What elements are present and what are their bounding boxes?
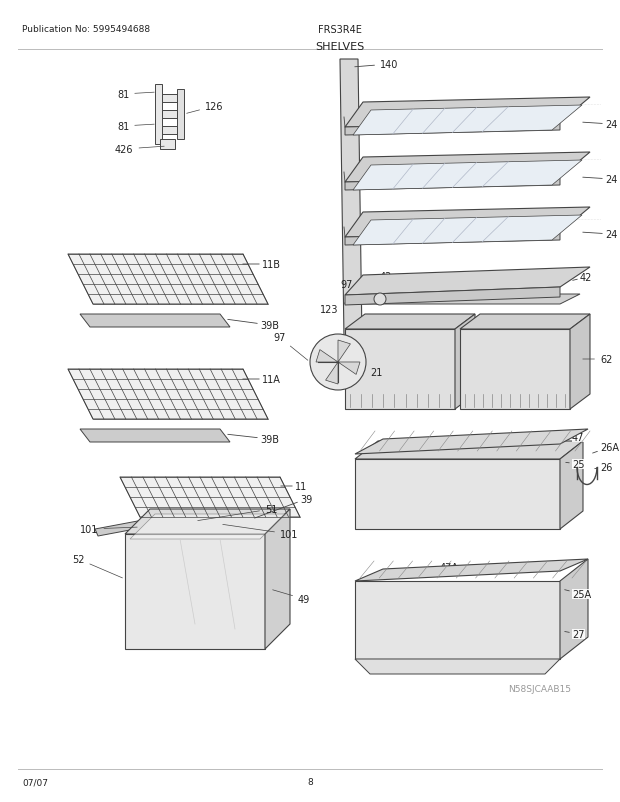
Polygon shape <box>162 95 177 103</box>
Text: 21: 21 <box>370 367 383 378</box>
Text: 426: 426 <box>115 145 164 155</box>
Polygon shape <box>345 268 590 296</box>
Polygon shape <box>160 140 175 150</box>
Polygon shape <box>353 216 582 245</box>
Polygon shape <box>155 85 162 145</box>
Polygon shape <box>338 341 350 363</box>
Polygon shape <box>345 208 590 237</box>
Polygon shape <box>177 90 184 140</box>
Text: 42: 42 <box>380 272 408 291</box>
Text: 126: 126 <box>187 102 223 114</box>
Polygon shape <box>345 233 560 245</box>
Polygon shape <box>80 429 230 443</box>
Text: 24: 24 <box>583 119 618 130</box>
Circle shape <box>310 334 366 391</box>
Polygon shape <box>80 314 230 327</box>
Polygon shape <box>560 559 588 659</box>
Text: 47A: 47A <box>433 562 459 573</box>
Polygon shape <box>355 559 588 581</box>
Polygon shape <box>130 514 285 539</box>
Polygon shape <box>326 363 338 384</box>
Text: 11A: 11A <box>243 375 281 384</box>
Polygon shape <box>162 111 177 119</box>
Polygon shape <box>340 60 362 339</box>
Text: 51: 51 <box>198 504 277 521</box>
Text: 25: 25 <box>566 460 585 469</box>
Polygon shape <box>345 98 590 128</box>
Text: 62: 62 <box>583 354 613 365</box>
Text: 26A: 26A <box>593 443 619 453</box>
Text: 39B: 39B <box>228 320 279 330</box>
Polygon shape <box>345 314 475 330</box>
Text: 97: 97 <box>273 333 308 361</box>
Text: 39: 39 <box>255 494 312 518</box>
Polygon shape <box>345 294 580 305</box>
Text: 24: 24 <box>583 229 618 240</box>
Text: 24: 24 <box>583 175 618 184</box>
Polygon shape <box>128 525 261 535</box>
Polygon shape <box>345 330 455 410</box>
Polygon shape <box>125 534 265 649</box>
Text: SHELVES: SHELVES <box>316 42 365 52</box>
Text: Publication No: 5995494688: Publication No: 5995494688 <box>22 26 150 34</box>
Text: 81: 81 <box>117 122 154 132</box>
Text: 97: 97 <box>340 280 371 298</box>
Polygon shape <box>355 460 560 529</box>
Polygon shape <box>162 127 177 135</box>
Polygon shape <box>353 160 582 191</box>
Polygon shape <box>355 659 560 674</box>
Text: 123: 123 <box>320 301 352 314</box>
Polygon shape <box>345 123 560 136</box>
Polygon shape <box>125 509 290 534</box>
Text: N58SJCAAB15: N58SJCAAB15 <box>508 685 572 694</box>
Polygon shape <box>460 314 590 330</box>
Text: 25A: 25A <box>565 589 591 599</box>
Polygon shape <box>95 514 178 537</box>
Text: 101: 101 <box>80 525 137 534</box>
Text: 42: 42 <box>573 273 592 282</box>
Polygon shape <box>560 441 583 529</box>
Circle shape <box>374 294 386 306</box>
Text: 26: 26 <box>595 463 613 472</box>
Text: 39B: 39B <box>228 435 279 444</box>
Polygon shape <box>120 477 300 517</box>
Text: 8: 8 <box>307 777 313 787</box>
Polygon shape <box>353 106 582 136</box>
Polygon shape <box>355 441 583 460</box>
Text: 52: 52 <box>72 554 122 578</box>
Polygon shape <box>570 314 590 410</box>
Text: 49: 49 <box>273 590 310 604</box>
Text: 11: 11 <box>281 481 308 492</box>
Polygon shape <box>265 509 290 649</box>
Polygon shape <box>175 514 258 529</box>
Polygon shape <box>345 178 560 191</box>
Text: 81: 81 <box>117 90 154 100</box>
Polygon shape <box>316 350 338 363</box>
Polygon shape <box>345 288 560 306</box>
Text: 11B: 11B <box>243 260 281 269</box>
Text: 140: 140 <box>355 60 399 70</box>
Polygon shape <box>338 363 360 375</box>
Polygon shape <box>68 255 268 305</box>
Polygon shape <box>355 581 560 659</box>
Text: 27: 27 <box>565 630 585 639</box>
Polygon shape <box>68 370 268 419</box>
Text: FRS3R4E: FRS3R4E <box>318 25 362 35</box>
Polygon shape <box>455 314 475 410</box>
Polygon shape <box>355 429 588 455</box>
Text: 07/07: 07/07 <box>22 777 48 787</box>
Polygon shape <box>345 153 590 183</box>
Polygon shape <box>460 330 570 410</box>
Text: 47: 47 <box>563 432 585 443</box>
Text: 101: 101 <box>223 525 298 539</box>
